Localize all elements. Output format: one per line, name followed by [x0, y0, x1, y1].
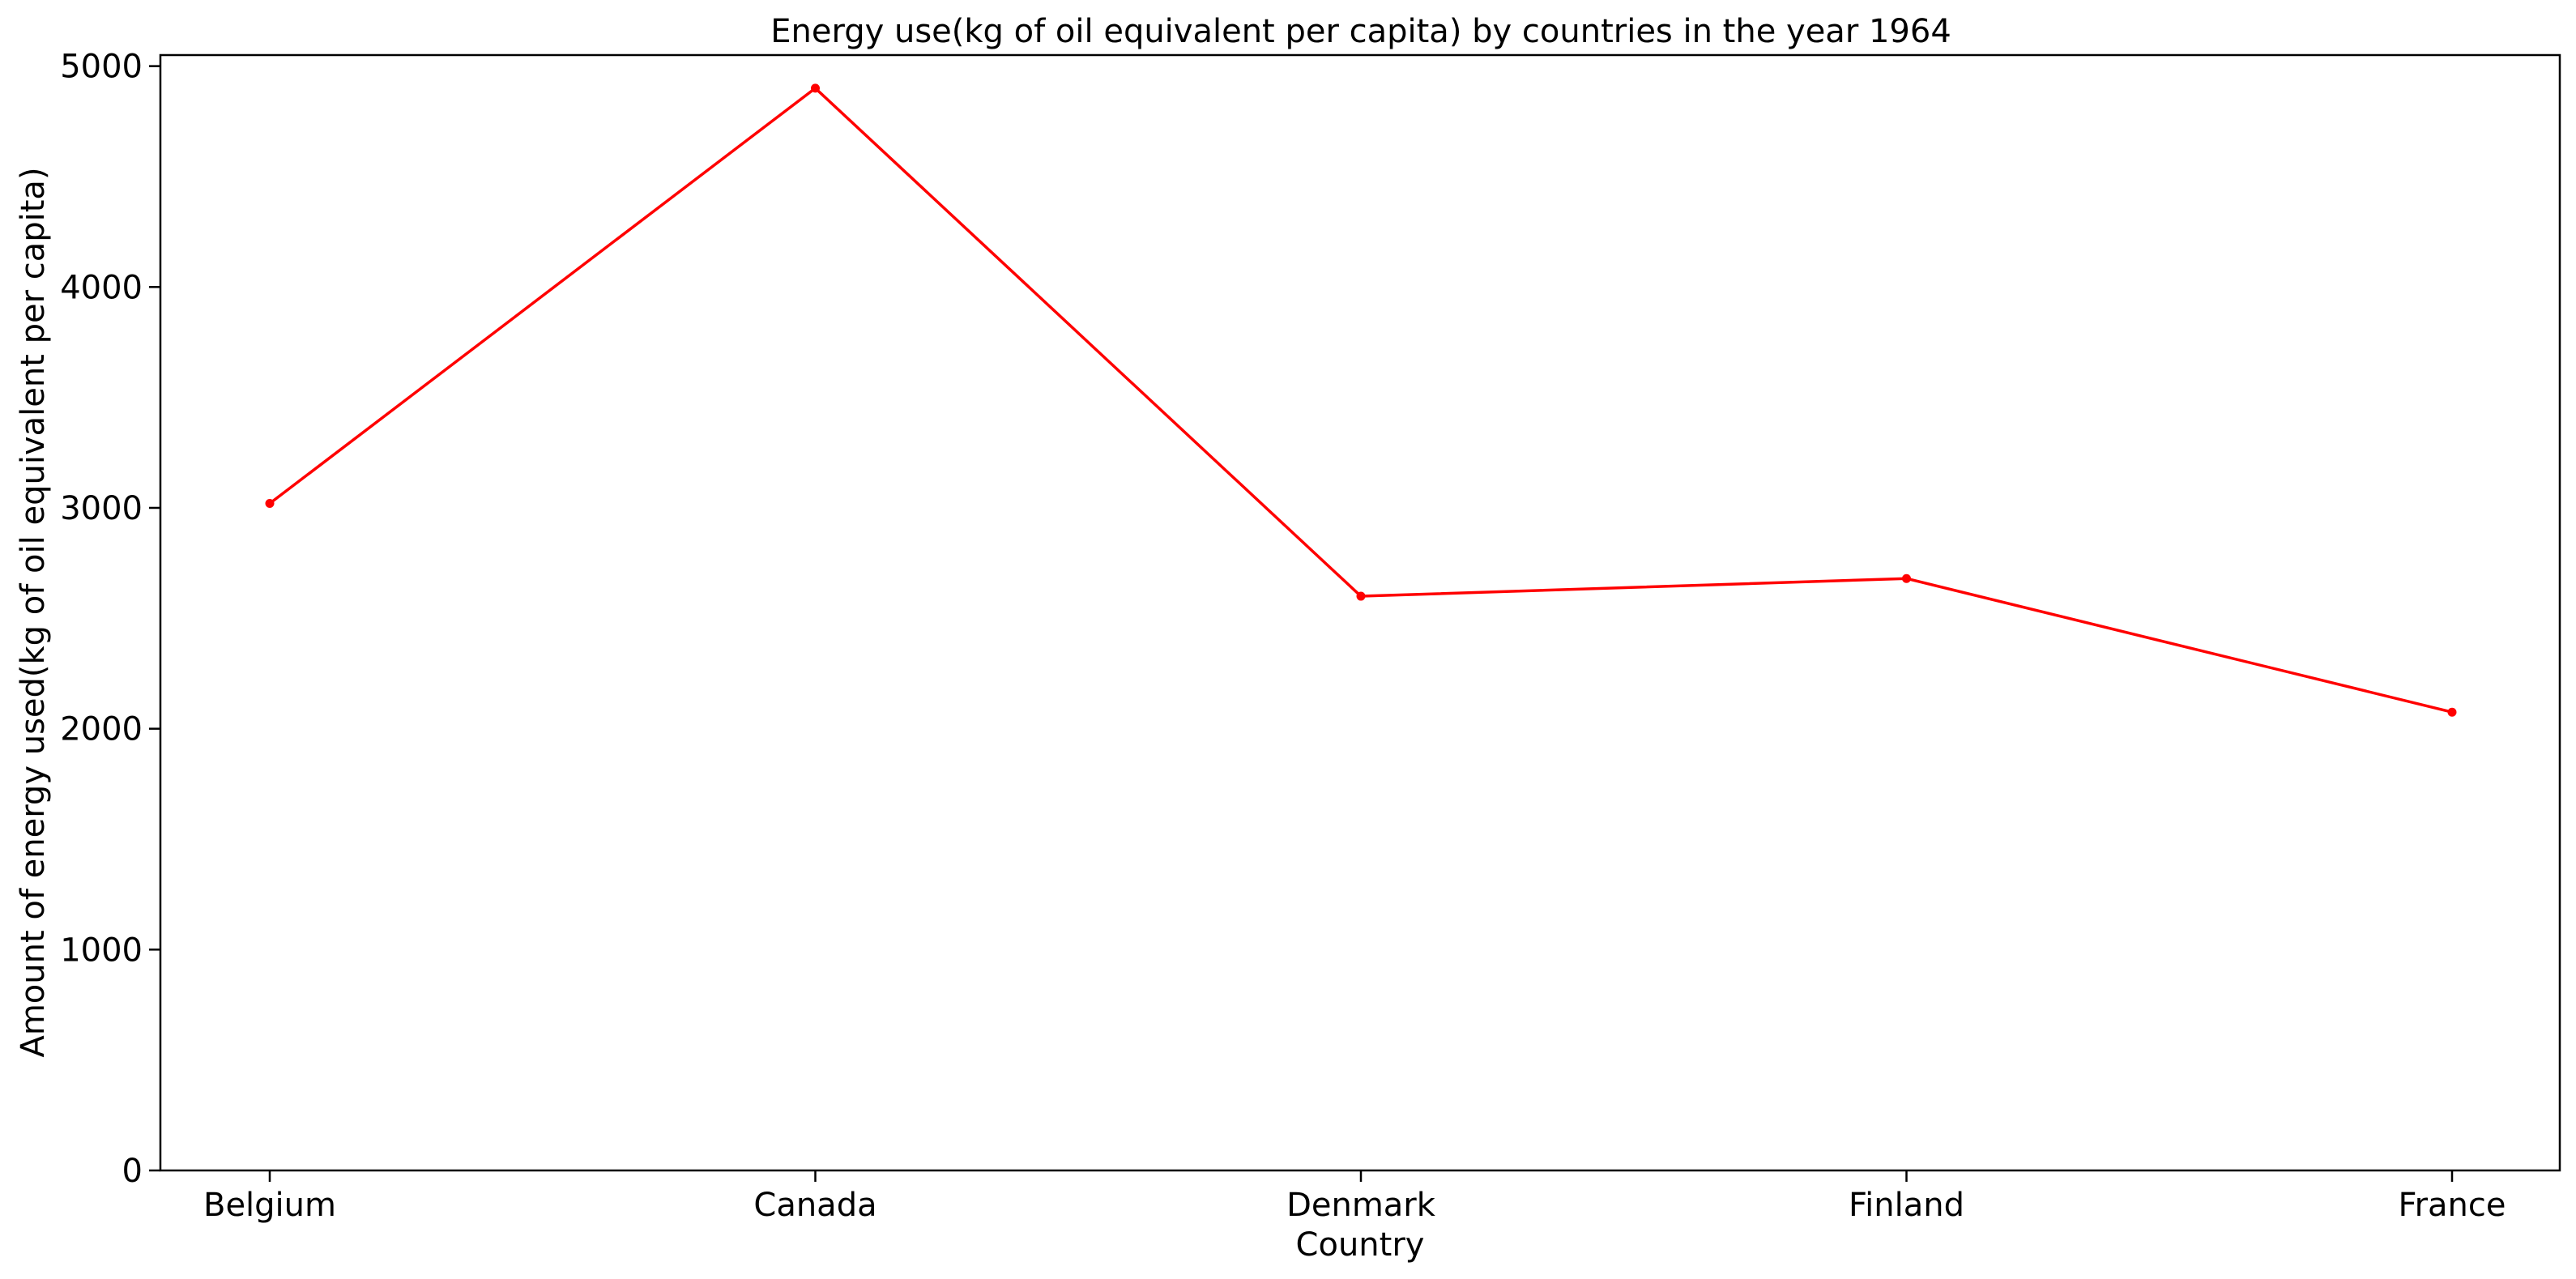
x-tick-label: Denmark	[1286, 1187, 1436, 1224]
chart-title: Energy use(kg of oil equivalent per capi…	[770, 13, 1951, 50]
y-tick-label: 2000	[60, 711, 143, 748]
x-tick-label: Canada	[753, 1187, 876, 1224]
plot-area	[265, 83, 2457, 717]
data-point-france	[2447, 707, 2457, 717]
x-tick-label: Belgium	[203, 1187, 336, 1224]
y-tick-label: 4000	[60, 269, 143, 306]
x-tick-label: France	[2398, 1187, 2506, 1224]
x-tick-label: Finland	[1849, 1187, 1964, 1224]
y-tick-label: 5000	[60, 49, 143, 86]
data-point-belgium	[265, 499, 275, 509]
data-point-canada	[811, 83, 820, 93]
y-axis: 0 1000 2000 3000 4000 5000	[60, 49, 160, 1190]
y-tick-label: 0	[122, 1153, 143, 1190]
x-axis-label: Country	[1296, 1226, 1425, 1264]
y-tick-label: 1000	[60, 932, 143, 969]
data-point-denmark	[1356, 591, 1366, 601]
y-tick-label: 3000	[60, 490, 143, 527]
y-axis-label: Amount of energy used(kg of oil equivale…	[15, 167, 52, 1057]
x-axis: Belgium Canada Denmark Finland France	[203, 1170, 2506, 1224]
data-point-finland	[1902, 573, 1911, 583]
